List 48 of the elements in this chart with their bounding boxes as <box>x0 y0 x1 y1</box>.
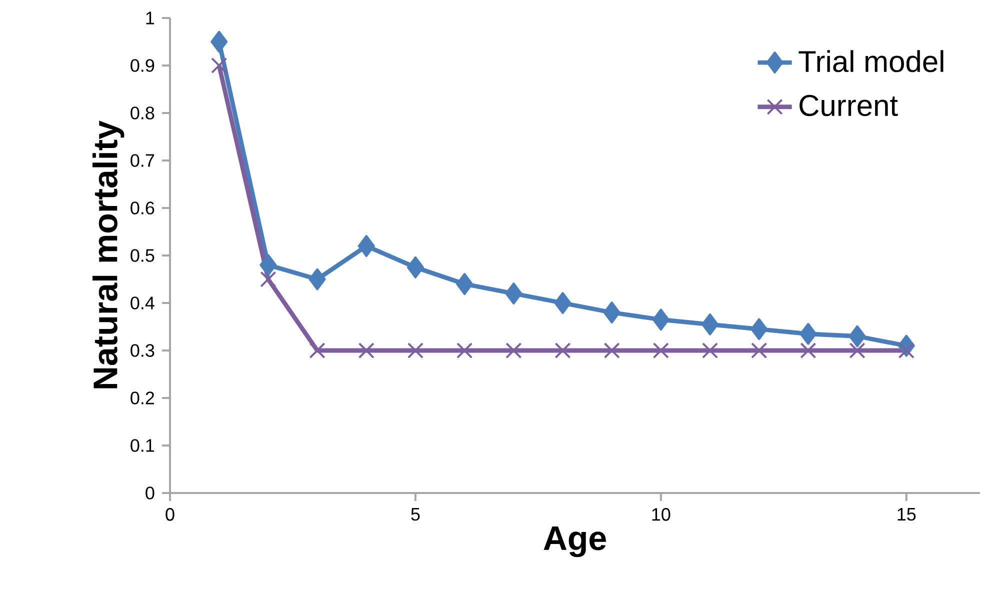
point <box>505 282 522 305</box>
point <box>260 254 277 276</box>
point <box>800 322 817 345</box>
legend-label: Trial model <box>798 50 944 72</box>
point <box>898 342 914 359</box>
y-axis-title: Natural mortality <box>92 120 124 388</box>
point <box>309 342 326 359</box>
y-tick-label: 0 <box>146 486 154 500</box>
y-tick-label: 0.4 <box>130 296 154 310</box>
y-tick-label: 0.6 <box>130 202 154 214</box>
x-axis-title: Age <box>544 526 606 558</box>
y-tick-label: 0.8 <box>130 106 154 120</box>
point <box>456 342 473 359</box>
point <box>406 256 424 278</box>
legend-label: Current <box>800 94 898 116</box>
x-tick-label: 0 <box>166 508 174 521</box>
point <box>456 273 474 295</box>
point <box>848 325 866 348</box>
point <box>358 235 375 257</box>
point <box>751 342 768 359</box>
y-tick-label: 0.7 <box>130 154 154 167</box>
point <box>603 302 620 324</box>
point <box>554 292 572 314</box>
point <box>849 342 866 359</box>
point <box>702 342 718 359</box>
point <box>308 268 326 290</box>
point <box>554 342 571 359</box>
point <box>750 318 768 340</box>
point <box>260 271 276 288</box>
point <box>800 342 816 359</box>
point <box>604 342 620 359</box>
point <box>358 342 374 359</box>
y-tick-label: 0.9 <box>130 59 154 72</box>
point <box>652 308 670 331</box>
y-tick-label: 1 <box>146 12 154 24</box>
point <box>407 342 424 359</box>
x-tick-label: 15 <box>898 508 916 521</box>
point <box>702 313 719 336</box>
point <box>211 57 228 74</box>
y-tick-label: 0.2 <box>130 392 154 404</box>
x-tick-label: 10 <box>652 508 670 521</box>
point <box>652 342 669 359</box>
point <box>210 30 228 53</box>
x-tick-label: 5 <box>411 508 420 521</box>
y-tick-label: 0.3 <box>130 344 154 357</box>
y-tick-label: 0.1 <box>130 439 154 452</box>
y-tick-label: 0.5 <box>130 249 154 262</box>
point <box>506 342 522 359</box>
